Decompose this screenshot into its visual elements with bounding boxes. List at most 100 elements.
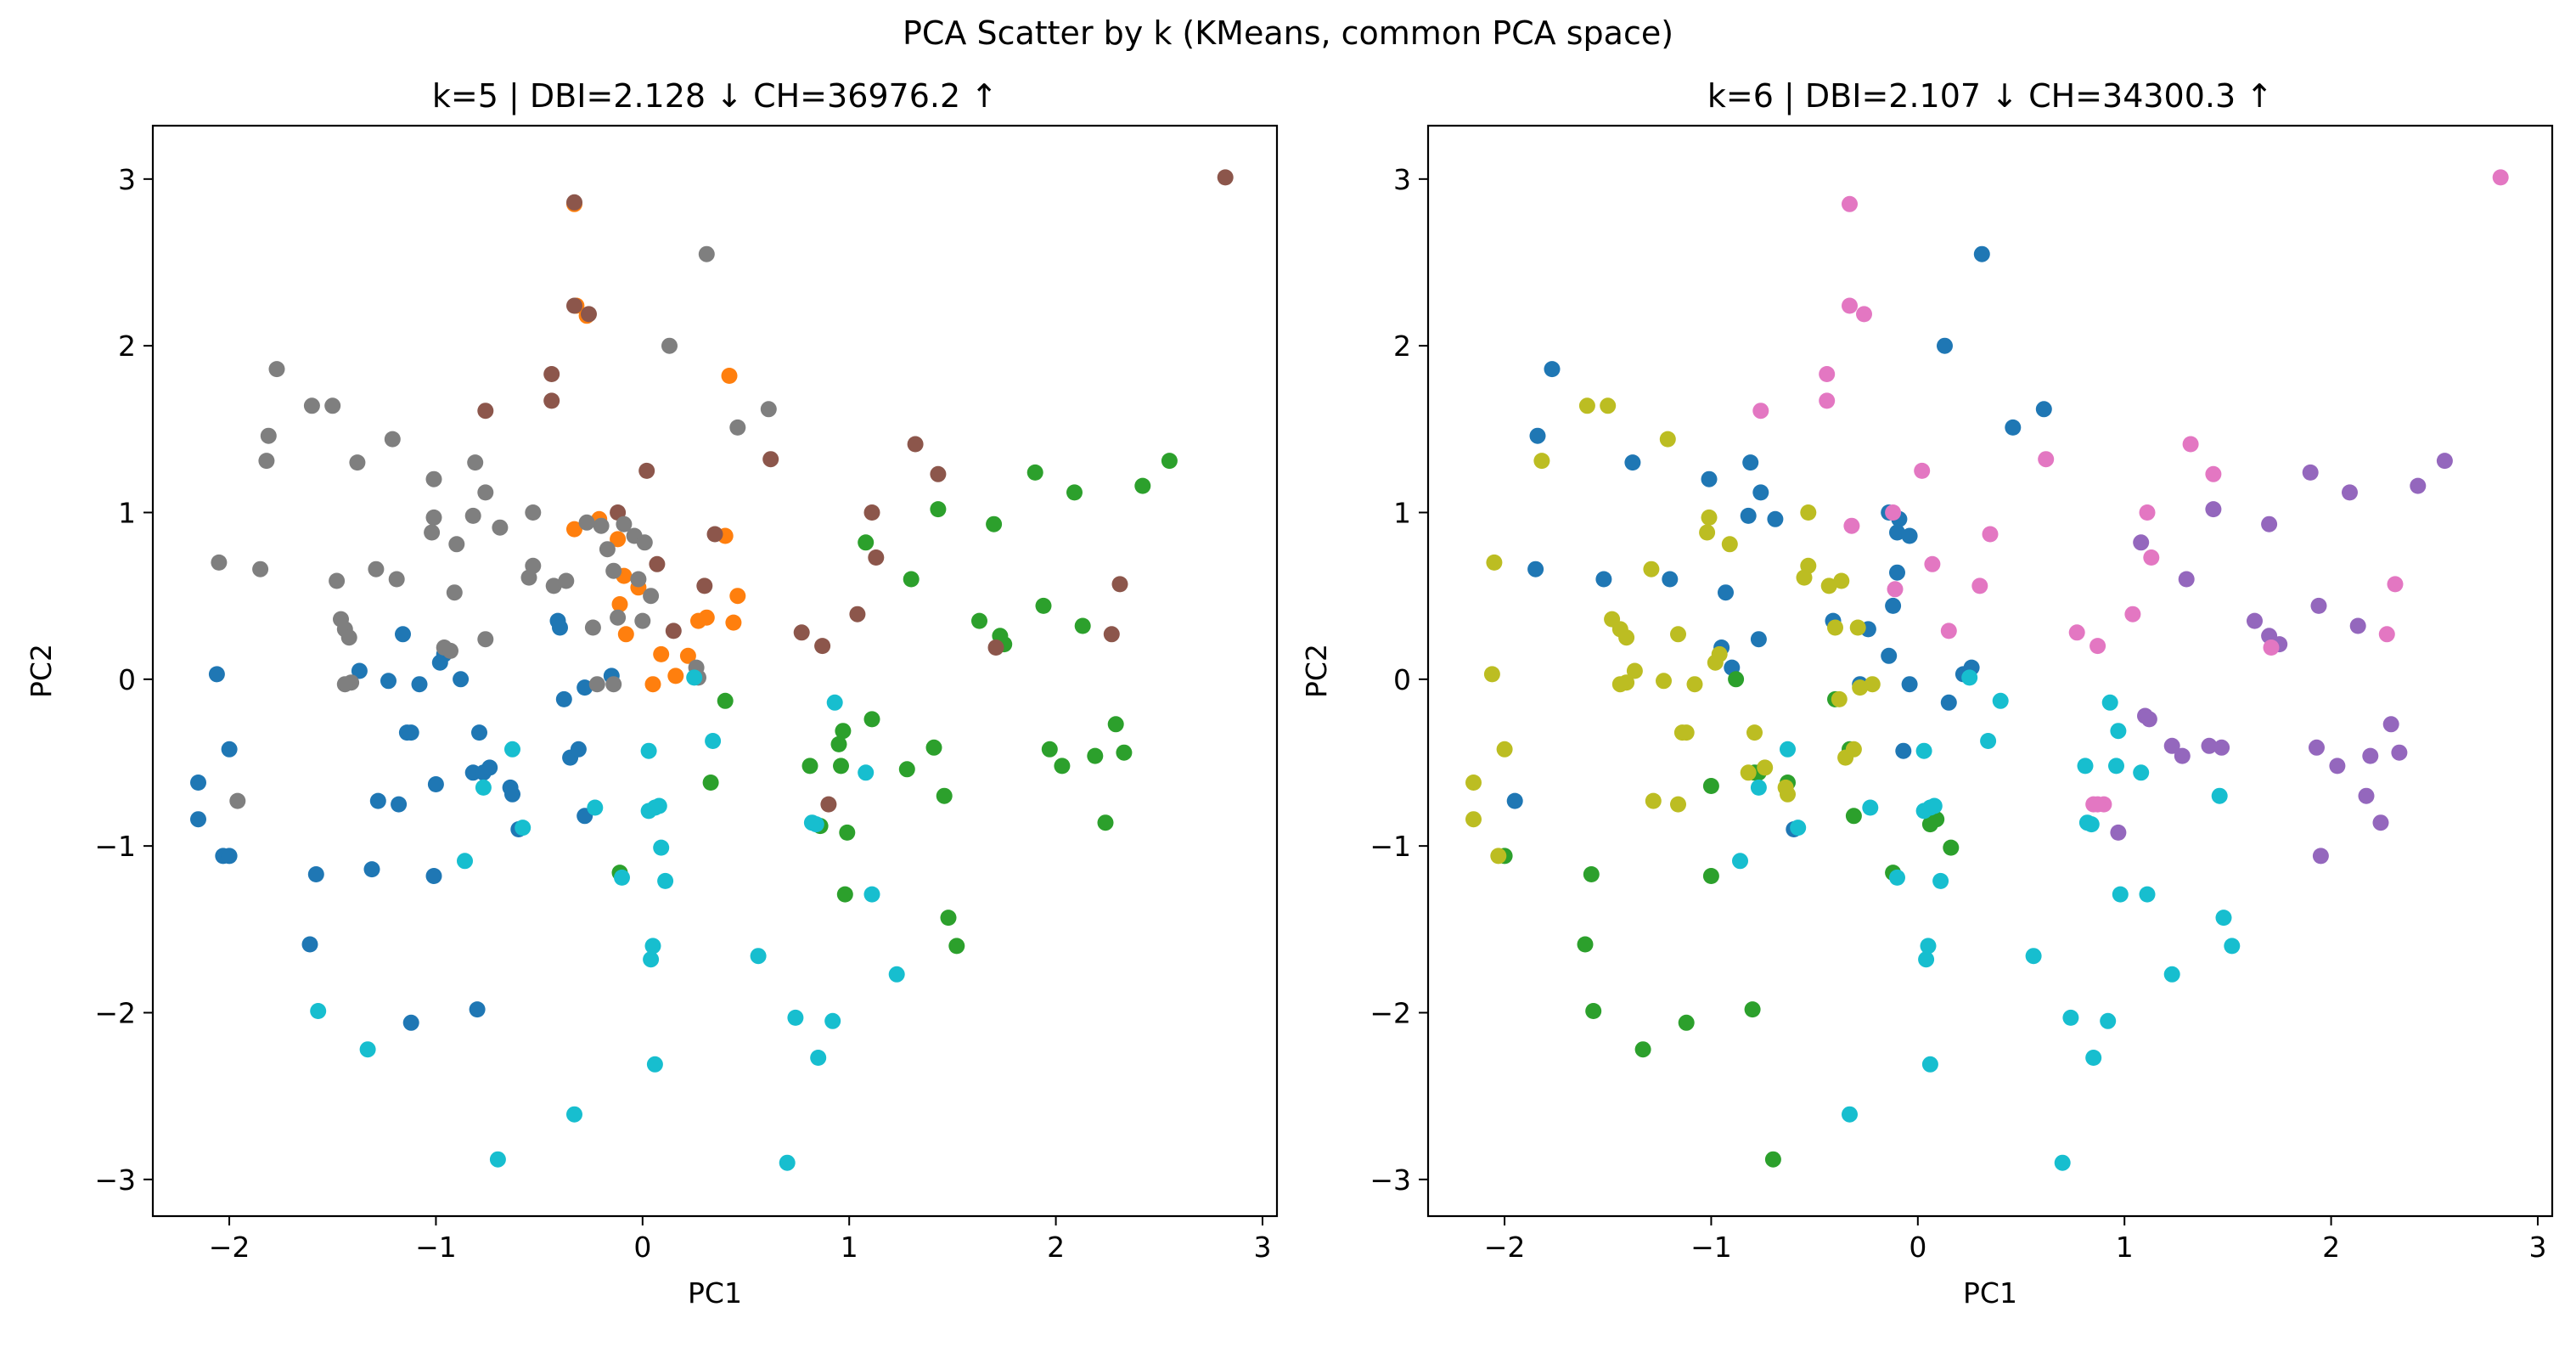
scatter-point xyxy=(1842,297,1858,314)
scatter-point xyxy=(1585,1003,1602,1019)
scatter-point xyxy=(1845,741,1862,758)
scatter-point xyxy=(2205,501,2222,518)
scatter-point xyxy=(577,679,593,696)
scatter-point xyxy=(558,572,575,589)
scatter-point xyxy=(1744,1001,1761,1018)
scatter-point xyxy=(211,554,228,571)
figure-suptitle: PCA Scatter by k (KMeans, common PCA spa… xyxy=(903,14,1673,52)
scatter-series-0 xyxy=(1506,245,2052,837)
scatter-point xyxy=(1087,747,1104,764)
scatter-point xyxy=(388,571,405,588)
scatter-point xyxy=(1843,517,1860,534)
scatter-point xyxy=(836,886,853,903)
scatter-point xyxy=(643,588,660,605)
scatter-series-1 xyxy=(1496,671,1960,1168)
scatter-point xyxy=(570,741,587,758)
x-tick-label: 0 xyxy=(633,1231,651,1264)
scatter-point xyxy=(1750,631,1767,648)
scatter-point xyxy=(190,775,206,791)
scatter-point xyxy=(1702,778,1719,794)
scatter-point xyxy=(1107,716,1124,733)
y-tick-label: 0 xyxy=(1393,663,1411,696)
scatter-panel-k6: −2 −1 0 1 2 3 −3 −2 −1 0 1 2 3 PC1 PC2 k=6 | DBI=2.107 … xyxy=(1300,77,2554,1310)
scatter-point xyxy=(2342,484,2358,501)
scatter-point xyxy=(525,504,542,521)
scatter-point xyxy=(2100,1012,2117,1029)
scatter-point xyxy=(1889,524,1905,541)
scatter-point xyxy=(863,504,880,521)
scatter-point xyxy=(810,1050,827,1066)
scatter-point xyxy=(1921,1056,1938,1073)
scatter-point xyxy=(2213,739,2230,756)
scatter-point xyxy=(907,436,924,453)
scatter-point xyxy=(1686,676,1703,693)
x-tick-label: 0 xyxy=(1909,1231,1926,1264)
scatter-point xyxy=(1702,868,1719,884)
scatter-point xyxy=(1732,853,1748,870)
scatter-point xyxy=(1895,742,1912,759)
scatter-point xyxy=(1750,779,1767,796)
y-tick-label: 3 xyxy=(1393,163,1411,196)
scatter-point xyxy=(1577,936,1594,953)
scatter-point xyxy=(457,853,473,870)
scatter-point xyxy=(2410,477,2427,494)
scatter-point xyxy=(2329,758,2346,775)
scatter-point xyxy=(1506,792,1523,809)
scatter-point xyxy=(1746,724,1763,741)
scatter-point xyxy=(2143,549,2160,566)
scatter-point xyxy=(260,427,277,444)
scatter-point xyxy=(1780,741,1796,758)
scatter-point xyxy=(411,676,428,693)
scatter-point xyxy=(599,541,616,558)
scatter-point xyxy=(1527,561,1544,577)
scatter-point xyxy=(698,609,715,626)
scatter-point xyxy=(610,609,627,626)
scatter-point xyxy=(2139,504,2156,521)
scatter-point xyxy=(477,631,494,648)
scatter-point xyxy=(1618,629,1635,646)
scatter-point xyxy=(1583,866,1600,882)
scatter-point xyxy=(1465,775,1482,791)
scatter-point xyxy=(1767,510,1784,527)
scatter-point xyxy=(1943,839,1960,856)
scatter-point xyxy=(1864,676,1881,693)
scatter-point xyxy=(762,451,779,468)
scatter-point xyxy=(1718,584,1734,601)
x-tick-label: −2 xyxy=(209,1231,250,1264)
scatter-point xyxy=(587,799,604,816)
scatter-point xyxy=(1643,561,1660,577)
scatter-point xyxy=(1881,647,1898,664)
y-axis-label: PC2 xyxy=(25,644,58,698)
scatter-point xyxy=(1645,792,1662,809)
x-tick-label: 1 xyxy=(2116,1231,2134,1264)
scatter-point xyxy=(653,645,670,662)
scatter-point xyxy=(657,872,674,889)
scatter-point xyxy=(1054,758,1071,775)
scatter-point xyxy=(638,462,655,479)
scatter-point xyxy=(1103,626,1120,643)
scatter-point xyxy=(665,622,682,639)
scatter-point xyxy=(2005,419,2022,436)
scatter-series-4 xyxy=(1465,397,1881,865)
scatter-point xyxy=(301,936,318,953)
scatter-point xyxy=(835,723,852,740)
scatter-point xyxy=(1634,1041,1651,1058)
scatter-point xyxy=(650,797,667,814)
scatter-point xyxy=(1926,797,1943,814)
scatter-point xyxy=(779,1154,796,1171)
scatter-point xyxy=(477,403,494,420)
scatter-point xyxy=(1757,759,1774,776)
scatter-point xyxy=(661,337,678,354)
scatter-point xyxy=(698,245,715,262)
scatter-point xyxy=(1820,577,1837,594)
scatter-series-0 xyxy=(190,612,620,1031)
scatter-panel-k5: −2 −1 0 1 2 3 −3 −2 −1 0 1 2 3 PC1 PC2 k=5 | DBI=2.128 … xyxy=(25,77,1279,1310)
scatter-point xyxy=(324,397,341,414)
scatter-point xyxy=(593,517,610,534)
scatter-point xyxy=(467,454,484,471)
x-tick-label: 3 xyxy=(2528,1231,2546,1264)
y-tick-label: 2 xyxy=(1393,330,1411,363)
scatter-point xyxy=(858,764,875,781)
x-tick-label: 2 xyxy=(2322,1231,2340,1264)
